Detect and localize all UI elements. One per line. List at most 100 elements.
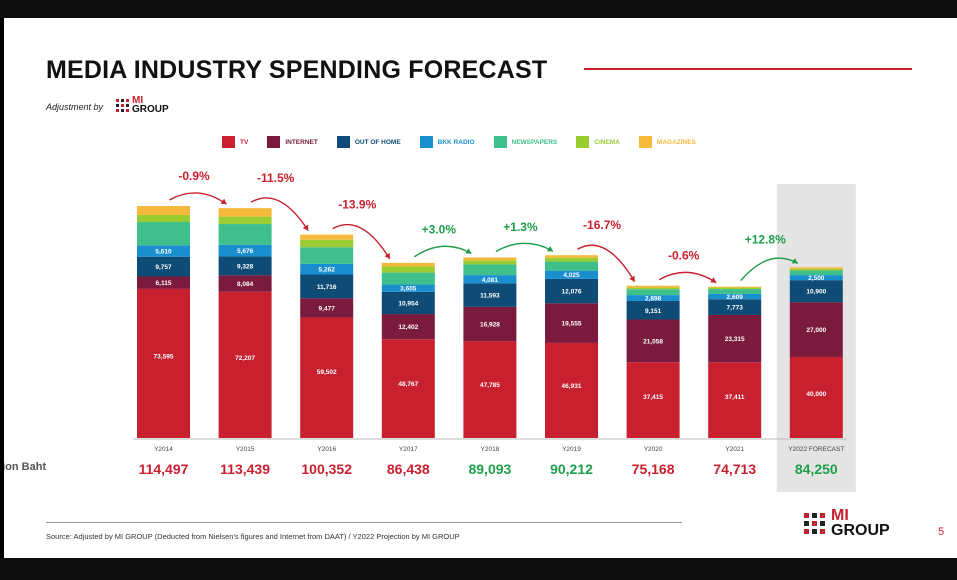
bar-segment-tv (137, 288, 190, 438)
source-note: Source: Adjusted by MI GROUP (Deducted f… (46, 532, 460, 541)
data-label-out-of-home: 9,328 (237, 263, 254, 270)
bar-segment-newspapers (789, 270, 843, 276)
data-label-tv: 72,207 (235, 355, 255, 362)
total-value: 74,713 (713, 461, 756, 477)
data-label-out-of-home: 10,954 (398, 300, 418, 307)
category-label: Y2021 (725, 446, 744, 453)
bar-segment-magazines (300, 234, 354, 240)
bar-segment-out-of-home (381, 291, 435, 315)
growth-label: -0.6% (668, 249, 700, 263)
growth-label: +3.0% (422, 222, 457, 236)
total-value: 100,352 (301, 461, 352, 477)
category-label: Y2014 (154, 446, 173, 453)
mi-group-logo-small: MI GROUP (116, 95, 169, 115)
bar-segment-newspapers (626, 289, 680, 296)
bar-segment-bkk-radio (708, 293, 762, 300)
logo-dots-icon (804, 512, 825, 534)
bar-segment-tv (218, 291, 272, 438)
data-label-bkk-radio: 5,610 (155, 249, 172, 256)
total-value: 90,212 (550, 461, 593, 477)
presentation-slide: MEDIA INDUSTRY SPENDING FORECAST Adjustm… (4, 18, 957, 558)
growth-arrow (495, 242, 554, 253)
bar-segment-cinema (545, 257, 598, 262)
bar-segment-cinema (137, 214, 190, 223)
growth-arrow (577, 244, 636, 283)
unit-label: llion Baht (4, 461, 47, 473)
data-label-bkk-radio: 2,500 (808, 275, 825, 282)
growth-label: -16.7% (583, 218, 621, 232)
data-label-bkk-radio: 4,081 (482, 277, 499, 284)
growth-arrowhead (710, 277, 717, 283)
bar-segment-internet (789, 302, 843, 357)
growth-arrow (413, 245, 472, 258)
top-system-bar (0, 0, 957, 18)
bar-segment-magazines (381, 262, 435, 267)
legend-label: MAGAZINES (656, 138, 696, 146)
legend-item-cinema: CINEMA (576, 136, 620, 148)
logo-text-mi: MI (831, 507, 849, 524)
data-label-internet: 12,402 (398, 324, 418, 331)
bar-segment-bkk-radio (300, 263, 354, 275)
bar-segment-cinema (789, 268, 843, 271)
bar-segment-internet (381, 314, 435, 340)
category-label: Y2022 FORECAST (788, 446, 844, 453)
growth-label: -13.9% (338, 198, 376, 212)
data-label-bkk-radio: 5,676 (237, 248, 254, 255)
legend-item-newspapers: NEWSPAPERS (493, 136, 557, 148)
bar-segment-newspapers (137, 222, 190, 246)
data-label-out-of-home: 11,593 (480, 293, 500, 300)
bar-segment-newspapers (708, 289, 762, 294)
legend-label: OUT OF HOME (354, 138, 401, 146)
data-label-tv: 37,415 (643, 394, 663, 401)
total-value: 114,497 (139, 461, 189, 477)
data-label-out-of-home: 11,716 (317, 284, 337, 291)
stacked-bar-chart: 73,595 6,115 9,757 5,610 Y2014 114,497 72,207 8… (133, 169, 856, 492)
bar-segment-tv (545, 342, 598, 438)
category-label: Y2019 (562, 446, 581, 453)
legend-swatch (493, 136, 507, 148)
legend-swatch (267, 136, 281, 148)
bar-segment-tv (708, 362, 762, 438)
growth-arrowhead (465, 248, 472, 254)
bar-segment-out-of-home (218, 256, 272, 276)
growth-arrowhead (220, 198, 227, 205)
data-label-tv: 48,767 (398, 381, 418, 388)
bar-segment-newspapers (300, 247, 354, 264)
bar-segment-out-of-home (789, 280, 843, 303)
bar-segment-bkk-radio (218, 244, 272, 257)
growth-arrowhead (547, 246, 553, 252)
legend-item-tv: TV (222, 136, 248, 148)
data-label-out-of-home: 12,076 (562, 289, 582, 296)
total-value: 75,168 (632, 461, 675, 477)
bar-segment-internet (137, 276, 190, 289)
bar-segment-internet (708, 314, 762, 363)
data-label-out-of-home: 7,773 (727, 305, 744, 312)
bar-segment-magazines (137, 206, 190, 215)
bar-segment-tv (381, 339, 435, 438)
legend-swatch (576, 136, 590, 148)
legend-item-bkk-radio: BKK RADIO (419, 136, 475, 148)
bar-segment-internet (545, 303, 598, 343)
bar-segment-bkk-radio (789, 275, 843, 281)
growth-arrow (332, 223, 391, 260)
legend-label: CINEMA (594, 138, 620, 146)
bar-segment-cinema (463, 260, 517, 265)
chart-legend: TV INTERNET OUT OF HOME BKK RADIO NEWSPAPERS… (222, 136, 696, 148)
legend-item-out-of-home: OUT OF HOME (336, 136, 401, 148)
category-label: Y2015 (236, 446, 255, 453)
logo-text-mi: MI (132, 95, 144, 106)
bar-segment-out-of-home (300, 274, 354, 299)
data-label-internet: 19,555 (562, 321, 582, 328)
bar-segment-tv (789, 356, 843, 438)
bar-segment-cinema (626, 287, 680, 290)
bar-segment-tv (626, 362, 680, 438)
legend-swatch (222, 136, 235, 148)
bar-segment-out-of-home (626, 300, 680, 320)
data-label-internet: 6,115 (156, 280, 172, 287)
data-label-out-of-home: 9,757 (155, 264, 172, 271)
bar-segment-bkk-radio (545, 270, 598, 279)
logo-text-group: GROUP (831, 522, 890, 539)
growth-arrowhead (384, 252, 390, 259)
bar-segment-tv (463, 341, 517, 438)
data-label-bkk-radio: 3,605 (400, 286, 417, 293)
